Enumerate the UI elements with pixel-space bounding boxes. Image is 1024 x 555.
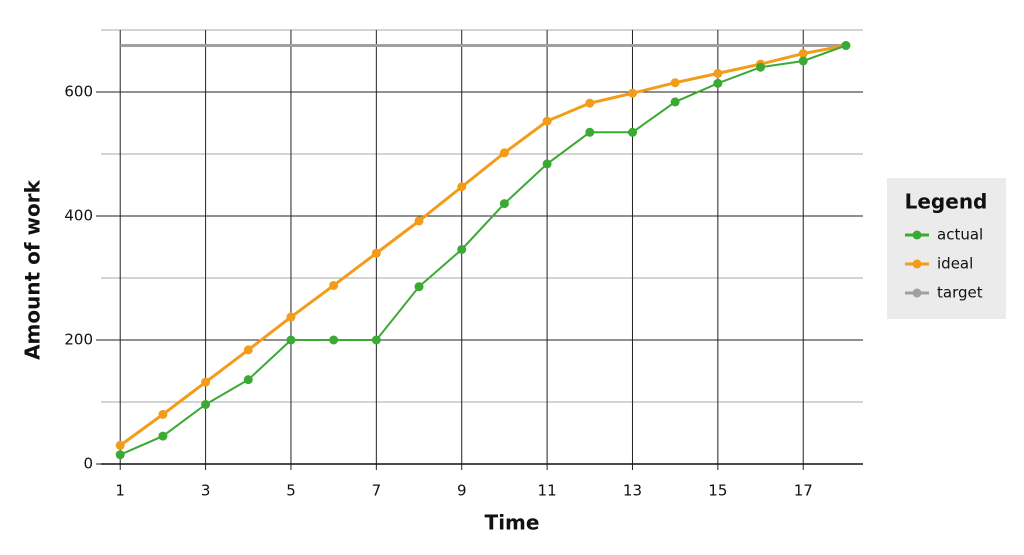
point <box>457 182 467 192</box>
x-axis-title: Time <box>485 511 540 535</box>
point <box>798 56 808 66</box>
point <box>627 88 637 98</box>
point <box>115 440 125 450</box>
point <box>542 159 552 169</box>
point <box>499 148 509 158</box>
point <box>243 375 253 385</box>
series-line <box>119 44 847 456</box>
point <box>627 127 637 137</box>
legend-swatch-dot <box>912 288 922 298</box>
x-tick-label: 5 <box>286 482 296 500</box>
legend-title: Legend <box>905 190 988 214</box>
y-tick-label: 600 <box>64 83 93 101</box>
point <box>329 280 339 290</box>
legend-label: target <box>937 284 983 302</box>
x-tick-label: 7 <box>372 482 382 500</box>
point <box>158 431 168 441</box>
point <box>286 312 296 322</box>
point <box>713 78 723 88</box>
point <box>115 450 125 460</box>
legend-label: actual <box>937 226 983 244</box>
point <box>756 62 766 72</box>
point <box>329 335 339 345</box>
legend-swatch-dot <box>912 259 922 269</box>
x-tick-label: 13 <box>623 482 642 500</box>
point <box>371 335 381 345</box>
point <box>713 68 723 78</box>
point <box>542 116 552 126</box>
y-tick-label: 0 <box>83 455 93 473</box>
point <box>201 399 211 409</box>
legend-box <box>887 178 1006 319</box>
point <box>158 409 168 419</box>
x-tick-label: 9 <box>457 482 467 500</box>
point <box>841 41 851 50</box>
x-tick-label: 17 <box>794 482 813 500</box>
y-axis-title: Amount of work <box>21 179 45 360</box>
point <box>243 345 253 355</box>
point <box>585 98 595 108</box>
x-tick-label: 15 <box>708 482 727 500</box>
point <box>457 244 467 254</box>
point <box>414 216 424 226</box>
legend-swatch-dot <box>912 230 922 240</box>
point <box>670 78 680 88</box>
legend-label: ideal <box>937 255 973 273</box>
x-tick-label: 3 <box>201 482 211 500</box>
x-tick-label: 11 <box>538 482 557 500</box>
point <box>798 49 808 59</box>
point <box>499 199 509 209</box>
point <box>414 282 424 292</box>
point <box>670 97 680 107</box>
y-tick-label: 400 <box>64 207 93 225</box>
point <box>201 377 211 387</box>
point <box>371 248 381 258</box>
x-tick-label: 1 <box>115 482 125 500</box>
point <box>585 127 595 137</box>
point <box>286 335 296 345</box>
y-tick-label: 200 <box>64 331 93 349</box>
series-line <box>119 44 847 447</box>
